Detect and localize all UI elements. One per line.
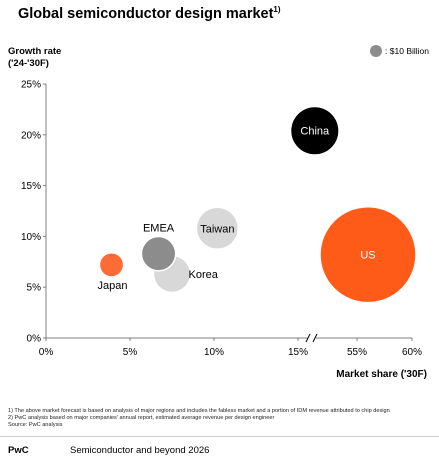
y-tick-label: 25%: [21, 80, 41, 91]
legend: : $10 Billion: [370, 45, 429, 57]
footnote-source: Source: PwC analysis: [8, 422, 63, 428]
y-axis-label-line1: Growth rate: [8, 46, 62, 57]
x-tick-label: 55%: [347, 347, 367, 358]
chart-axes: 0% 5% 10% 15% 20% 25% 0% 5% 10% 15% 55% 60%: [21, 80, 422, 359]
x-tick-label: 15%: [288, 347, 308, 358]
x-axis-label: Market share ('30F): [336, 369, 427, 380]
bubble-label-us: US: [360, 250, 375, 262]
bubble-label-japan: Japan: [98, 280, 128, 292]
chart-bubbles: Japan EMEA Korea Taiwan China US: [98, 105, 417, 304]
bubble-chart: 0% 5% 10% 15% 20% 25% 0% 5% 10% 15% 55% 60% Japan EM…: [21, 80, 422, 359]
footer-brand: PwC: [8, 445, 29, 456]
x-tick-label: 0%: [39, 347, 54, 358]
bubble-taiwan: [195, 206, 240, 251]
chart-title: Global semiconductor design market1): [18, 5, 281, 22]
bubble-label-korea: Korea: [189, 269, 219, 281]
footer-doc-title: Semiconductor and beyond 2026: [70, 445, 210, 456]
footnotes: 1) The above market forecast is based on…: [8, 408, 433, 429]
bubble-emea: [140, 235, 177, 272]
axis-break-mark: [312, 333, 318, 343]
x-tick-label: 60%: [402, 347, 422, 358]
bubble-china: [289, 105, 340, 156]
page-footer: PwC Semiconductor and beyond 2026: [0, 436, 439, 460]
y-tick-label: 20%: [21, 130, 41, 141]
y-axis-label: Growth rate ('24-'30F): [8, 46, 61, 70]
footnote-1: 1) The above market forecast is based on…: [8, 408, 390, 414]
y-axis-label-line2: ('24-'30F): [8, 58, 49, 69]
y-tick-label: 10%: [21, 232, 41, 243]
y-tick-label: 15%: [21, 181, 41, 192]
x-tick-label: 5%: [123, 347, 138, 358]
axis-break-mark: [305, 333, 311, 343]
y-tick-label: 0%: [27, 334, 42, 345]
bubble-label-taiwan: Taiwan: [200, 223, 234, 235]
bubble-us: [319, 205, 417, 304]
footnote-2: 2) PwC analysis based on major companies…: [8, 415, 275, 421]
x-tick-label: 10%: [204, 347, 224, 358]
bubble-label-emea: EMEA: [143, 223, 175, 235]
bubble-label-china: China: [300, 126, 330, 138]
legend-bubble-icon: [370, 45, 383, 57]
legend-label: : $10 Billion: [385, 46, 429, 56]
bubble-japan: [98, 251, 125, 278]
y-tick-label: 5%: [27, 283, 42, 294]
